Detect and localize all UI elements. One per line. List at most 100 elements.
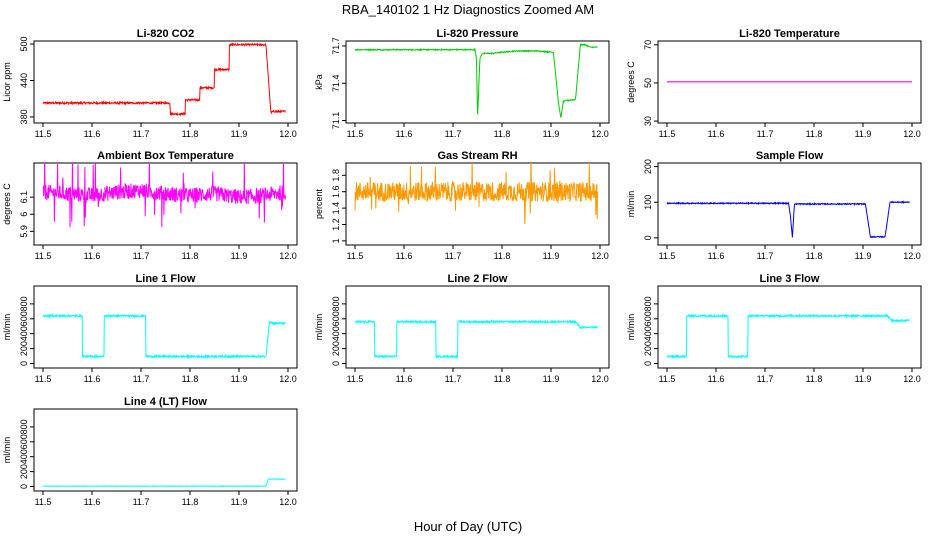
y-tick-label: 400: [643, 326, 653, 341]
series-line: [42, 478, 286, 488]
chart-title: Li-820 CO2: [137, 28, 194, 40]
x-tick-label: 11.8: [182, 497, 199, 507]
x-tick-label: 11.8: [806, 374, 823, 384]
x-tick-label: 11.7: [445, 374, 462, 384]
y-axis-label: ml/min: [2, 437, 12, 464]
y-tick-label: 71.4: [331, 74, 341, 92]
x-tick-label: 11.7: [133, 374, 150, 384]
y-tick-label: 500: [19, 37, 29, 52]
chart-panel: Sample Flow 11.5 11.6 11.7 11.8 11.9 12.0 0 100 2…: [626, 150, 922, 261]
y-tick-label: 440: [19, 73, 29, 88]
x-tick-label: 11.6: [708, 251, 725, 261]
plot-frame: [657, 40, 922, 124]
y-tick-label: 6.1: [19, 191, 29, 204]
x-tick-label: 11.9: [855, 251, 872, 261]
x-tick-label: 11.6: [84, 374, 101, 384]
x-tick-label: 11.9: [231, 251, 248, 261]
chart-panel: Line 1 Flow 11.5 11.6 11.7 11.8 11.9 12.0 0 2004…: [2, 273, 298, 384]
x-tick-label: 12.0: [279, 129, 297, 139]
x-tick-label: 11.5: [347, 129, 364, 139]
x-tick-label: 11.6: [708, 374, 725, 384]
y-axis-label: ml/min: [314, 314, 324, 341]
y-tick-label: 800: [19, 419, 29, 434]
x-tick-label: 11.6: [396, 129, 413, 139]
y-tick-label: 200: [19, 341, 29, 356]
plot-frame: [33, 162, 298, 246]
x-tick-label: 12.0: [279, 374, 297, 384]
series-line: [354, 42, 598, 118]
chart-title: Li-820 Pressure: [437, 28, 519, 40]
y-tick-label: 50: [643, 78, 653, 88]
chart-title: Sample Flow: [756, 150, 824, 162]
x-tick-label: 11.5: [35, 497, 52, 507]
chart-title: Line 3 Flow: [760, 273, 820, 285]
x-tick-label: 11.5: [347, 374, 364, 384]
x-tick-label: 12.0: [591, 129, 609, 139]
y-axis-label: degrees C: [626, 61, 636, 103]
x-tick-label: 11.9: [231, 129, 248, 139]
y-tick-label: 70: [643, 40, 653, 50]
x-tick-label: 11.5: [347, 251, 364, 261]
chart-panel: Li-820 CO2 11.5 11.6 11.7 11.8 11.9 12.0 380 440…: [2, 28, 298, 139]
y-tick-label: 0: [643, 235, 653, 240]
x-tick-label: 12.0: [903, 251, 921, 261]
chart-title: Gas Stream RH: [437, 150, 517, 162]
plot-frame: [345, 162, 610, 246]
series-line: [42, 313, 286, 360]
chart-panel: Li-820 Pressure 11.5 11.6 11.7 11.8 11.9 12.0 7…: [314, 28, 610, 139]
series-line: [354, 318, 598, 360]
x-tick-label: 11.9: [855, 129, 872, 139]
plot-frame: [657, 162, 922, 246]
x-tick-label: 12.0: [279, 251, 297, 261]
x-tick-label: 11.7: [445, 129, 462, 139]
x-tick-label: 11.9: [231, 374, 248, 384]
x-tick-label: 11.5: [659, 251, 676, 261]
x-tick-label: 11.6: [84, 129, 101, 139]
x-tick-label: 11.7: [757, 374, 774, 384]
y-axis-label: degrees C: [2, 183, 12, 225]
x-tick-label: 11.8: [182, 374, 199, 384]
x-tick-label: 11.5: [659, 374, 676, 384]
y-tick-label: 0: [331, 361, 341, 366]
series-line: [666, 200, 910, 239]
y-axis-label: kPa: [314, 74, 324, 90]
x-tick-label: 11.8: [494, 251, 511, 261]
plot-frame: [33, 285, 298, 369]
panels: Li-820 CO2 11.5 11.6 11.7 11.8 11.9 12.0 380 440…: [2, 28, 922, 507]
chart-title: Ambient Box Temperature: [97, 150, 234, 162]
y-tick-label: 600: [19, 311, 29, 326]
y-tick-label: 400: [19, 326, 29, 341]
x-tick-label: 12.0: [903, 129, 921, 139]
y-tick-label: 0: [19, 361, 29, 366]
y-tick-label: 200: [19, 464, 29, 479]
x-tick-label: 11.6: [396, 374, 413, 384]
y-tick-label: 800: [331, 296, 341, 311]
chart-panel: Li-820 Temperature 11.5 11.6 11.7 11.8 11.9 12…: [626, 28, 922, 139]
y-tick-label: 71.7: [331, 37, 341, 55]
chart-title: Line 2 Flow: [448, 273, 508, 285]
x-tick-label: 11.8: [806, 129, 823, 139]
plot-frame: [33, 40, 298, 124]
x-tick-label: 11.9: [855, 374, 872, 384]
chart-panel: Line 3 Flow 11.5 11.6 11.7 11.8 11.9 12.0 0 2004…: [626, 273, 922, 384]
y-tick-label: 400: [331, 326, 341, 341]
x-tick-label: 11.5: [35, 251, 52, 261]
y-tick-label: 0: [19, 484, 29, 489]
chart-title: Line 1 Flow: [136, 273, 196, 285]
chart-panel: Ambient Box Temperature 11.5 11.6 11.7 11.8 1…: [2, 150, 298, 261]
x-tick-label: 11.8: [182, 251, 199, 261]
x-tick-label: 11.6: [84, 251, 101, 261]
y-axis-label: ml/min: [626, 314, 636, 341]
plot-frame: [33, 408, 298, 492]
x-tick-label: 11.7: [757, 251, 774, 261]
x-tick-label: 12.0: [591, 374, 609, 384]
x-tick-label: 12.0: [591, 251, 609, 261]
y-tick-label: 30: [643, 116, 653, 126]
x-tick-label: 11.7: [133, 497, 150, 507]
plot-frame: [657, 285, 922, 369]
y-tick-label: 380: [19, 109, 29, 124]
y-tick-label: 1.4: [331, 202, 341, 215]
y-tick-label: 6: [19, 212, 29, 217]
y-tick-label: 1.8: [331, 169, 341, 182]
